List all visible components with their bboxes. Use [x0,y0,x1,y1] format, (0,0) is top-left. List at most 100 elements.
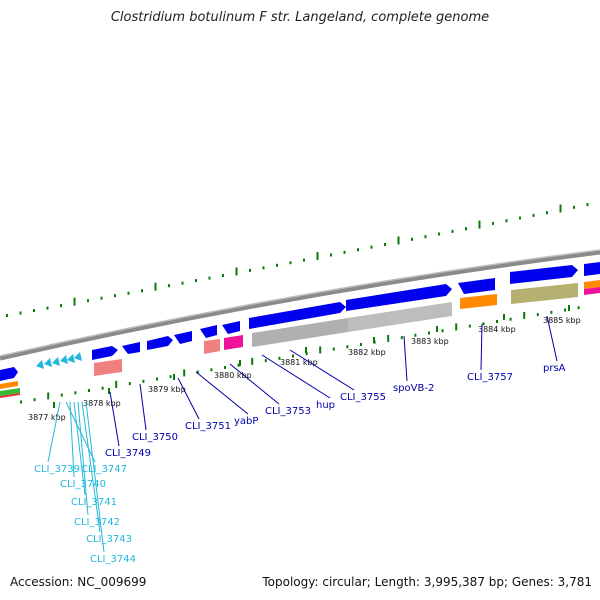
trna-feature [224,335,243,350]
gc-mark [577,306,580,310]
tick-label: 3880 kbp [214,371,252,380]
gc-mark [264,359,267,363]
gc-mark [19,311,22,315]
gc-mark [196,370,199,374]
cds-feature [584,262,600,276]
gc-mark [168,284,170,288]
gc-mark [195,279,197,283]
gene-leader-line [480,323,483,371]
gc-mark [411,237,413,241]
gc-mark [305,352,308,356]
gc-mark [573,205,575,209]
cds-feature [67,354,75,363]
gc-mark [33,398,36,402]
gc-mark [60,393,63,397]
gc-mark [509,317,512,321]
gene-label: CLI_3743 [86,534,132,545]
gc-mark [127,291,130,295]
cds-feature [92,346,118,360]
gc-mark [88,389,90,392]
gc-mark [519,216,521,220]
gc-mark [100,296,103,300]
gc-mark [332,347,335,351]
gc-mark [438,232,440,236]
rna-feature [0,388,20,396]
gc-mark [87,299,89,303]
gc-mark [47,392,50,400]
gc-mark [74,391,77,395]
topology-text: Topology: circular; Length: 3,995,387 bp… [262,575,592,589]
cds-feature [0,367,18,381]
axis-ticks: 3877 kbp 3878 kbp 3879 kbp 3880 kbp 3881 kbp… [28,305,581,422]
gene-label: CLI_3753 [265,406,311,417]
gene-label: prsA [543,363,566,374]
gene-label: CLI_3757 [467,372,513,383]
rna-feature [0,393,20,398]
tick-label: 3877 kbp [28,413,66,422]
gc-mark [478,220,481,229]
rna-feature [584,280,600,289]
gc-mark [319,346,322,354]
gc-mark [455,323,458,331]
gene-label-group: CLI_3739 CLI_3747 CLI_3740 CLI_3741 CLI_3742… [34,315,566,565]
gc-mark [289,261,292,265]
gc-mark [441,329,444,333]
tick-label: 3878 kbp [83,399,121,408]
gene-label: CLI_3755 [340,392,386,403]
gene-leader-line [85,401,105,553]
cds-feature [147,336,173,350]
gc-mark [249,268,251,272]
gc-mark [114,294,116,298]
gc-content-track-upper [6,203,589,317]
gc-mark [276,263,278,267]
cds-feature [44,358,52,367]
gc-mark [222,274,224,278]
rna-feature [460,294,497,309]
gene-label: CLI_3751 [185,421,231,432]
gc-mark [482,322,485,326]
gc-mark [46,306,49,310]
cds-feature [36,360,44,369]
gc-mark [532,213,535,217]
gc-mark [492,221,494,225]
tick-label: 3885 kbp [543,316,581,325]
gene-label: CLI_3740 [60,479,106,490]
misc-feature [511,283,578,304]
tick-label: 3884 kbp [478,325,516,334]
gc-mark [360,343,362,346]
gc-mark [536,313,539,317]
gene-label: CLI_3747 [81,464,127,475]
gene-leader-line [261,354,331,399]
gc-mark [142,379,145,383]
gc-mark [397,236,400,245]
gene-leader-line [109,391,120,447]
cds-feature [249,302,346,329]
feature-track [0,262,600,398]
gc-mark [550,310,553,314]
gc-mark [414,333,417,337]
gc-mark [303,258,305,262]
gene-label: yabP [234,416,258,427]
gene-leader-line [139,383,147,431]
gene-label: CLI_3744 [90,554,136,565]
gc-mark [357,248,359,252]
rrna-feature [204,339,220,354]
gc-mark [586,203,589,207]
cds-feature [52,357,60,366]
gc-mark [156,377,158,381]
cds-feature [74,352,82,361]
genome-backbone [0,249,600,361]
cds-feature [346,284,452,311]
gc-mark [505,219,508,223]
gene-leader-line [47,401,61,463]
gene-leader-line [69,401,75,478]
gc-mark [20,400,22,404]
gc-mark [208,276,211,280]
gc-mark [115,380,118,388]
gc-mark [400,336,403,340]
gc-mark [370,245,373,249]
trna-feature [584,287,600,295]
cds-feature [122,342,140,354]
gc-mark [169,375,172,379]
